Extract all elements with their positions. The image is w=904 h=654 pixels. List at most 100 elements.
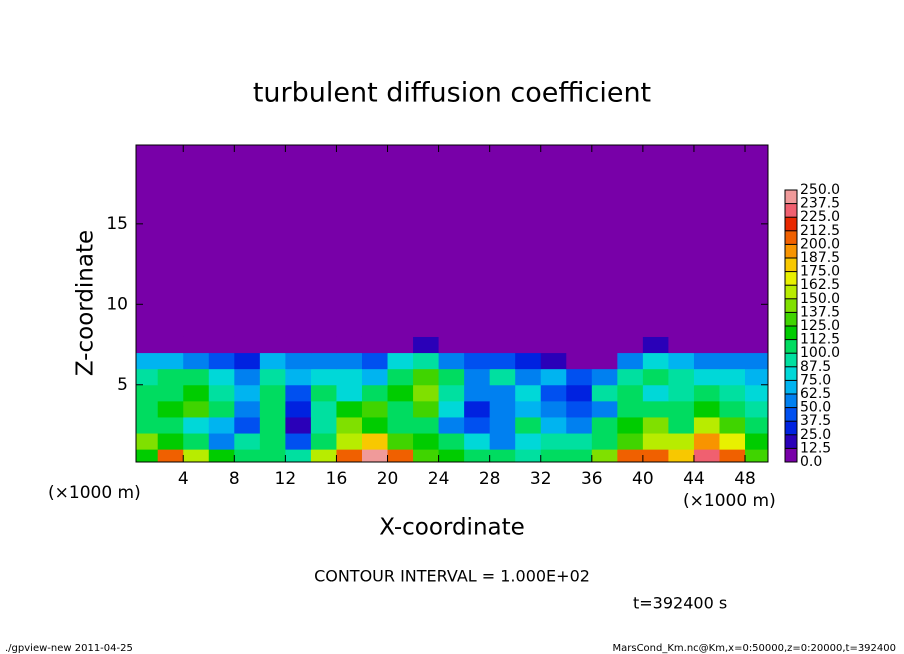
cell [183,449,210,463]
colorbar-swatch [785,271,797,286]
colorbar-label: 250.0 [800,182,840,198]
cell [693,384,720,402]
cell [208,449,235,463]
cell [540,449,567,463]
cell [489,352,516,370]
cell [387,400,414,418]
cell [136,352,159,370]
cell [387,368,414,386]
cell [310,145,337,337]
cell [668,384,695,402]
cell [259,352,286,370]
cell [464,384,491,402]
colorbar-label: 237.5 [800,196,840,212]
cell [668,400,695,418]
colorbar-swatch [785,366,797,381]
cell [234,352,261,370]
cell [234,449,261,463]
axes: 4 8 12 16 20 24 28 32 36 40 44 48510150.012.525.037… [106,144,840,489]
cell [566,368,593,386]
cell [515,336,542,354]
cell [361,336,389,354]
cell [540,416,567,434]
cell [515,433,542,450]
cell [489,145,516,337]
colorbar-label: 150.0 [800,291,840,307]
cell [719,384,746,402]
cell [208,433,235,450]
colorbar-swatch [785,448,797,462]
cell [617,449,644,463]
cell [259,145,286,337]
colorbar-label: 62.5 [800,386,831,402]
cell [617,433,644,450]
cell [387,336,414,354]
cell [413,145,440,337]
cell [540,400,567,418]
cell [617,352,644,370]
cell [136,433,159,450]
cell [566,384,593,402]
cell [183,384,210,402]
cell [617,384,644,402]
x-tick-label: 40 [632,469,654,489]
cell [285,145,312,337]
colorbar-label: 137.5 [800,304,840,320]
cell [464,336,491,354]
cell [208,145,235,337]
cell [617,336,644,354]
cell [413,384,440,402]
cell [642,336,669,354]
cell [515,145,542,337]
cell [259,368,286,386]
cell [438,368,465,386]
cell [157,400,184,418]
colorbar-swatch [785,434,797,449]
colorbar-swatch [785,190,797,204]
cell [693,352,720,370]
cell [668,336,695,354]
x-tick-label: 4 [178,469,189,489]
cell [591,416,618,434]
colorbar-label: 75.0 [800,372,831,388]
cell [515,449,542,463]
x-unit: (×1000 m) [683,491,776,511]
cell [745,145,769,337]
y-tick-label: 10 [106,294,128,314]
cell [464,449,491,463]
cell [515,352,542,370]
colorbar-label: 100.0 [800,345,840,361]
cell [693,433,720,450]
colorbar-swatch [785,339,797,354]
cell [413,368,440,386]
cell [413,400,440,418]
cell [566,352,593,370]
cell [259,433,286,450]
cell [745,336,769,354]
cell [693,336,720,354]
cell [566,400,593,418]
cell [693,368,720,386]
cell [413,416,440,434]
cell [136,449,159,463]
cell [136,336,159,354]
cell [413,433,440,450]
cell [310,400,337,418]
cell [719,336,746,354]
colorbar-swatch [785,203,797,218]
cell [259,400,286,418]
cell [566,433,593,450]
cell [234,416,261,434]
x-tick-label: 12 [275,469,297,489]
colorbar-label: 12.5 [800,440,831,456]
colorbar-swatch [785,285,797,299]
cell [668,368,695,386]
cell [540,336,567,354]
cell [642,416,669,434]
cell [234,384,261,402]
cell [489,384,516,402]
cell [745,384,769,402]
colorbar-label: 87.5 [800,359,831,375]
cell [693,449,720,463]
cell [745,400,769,418]
